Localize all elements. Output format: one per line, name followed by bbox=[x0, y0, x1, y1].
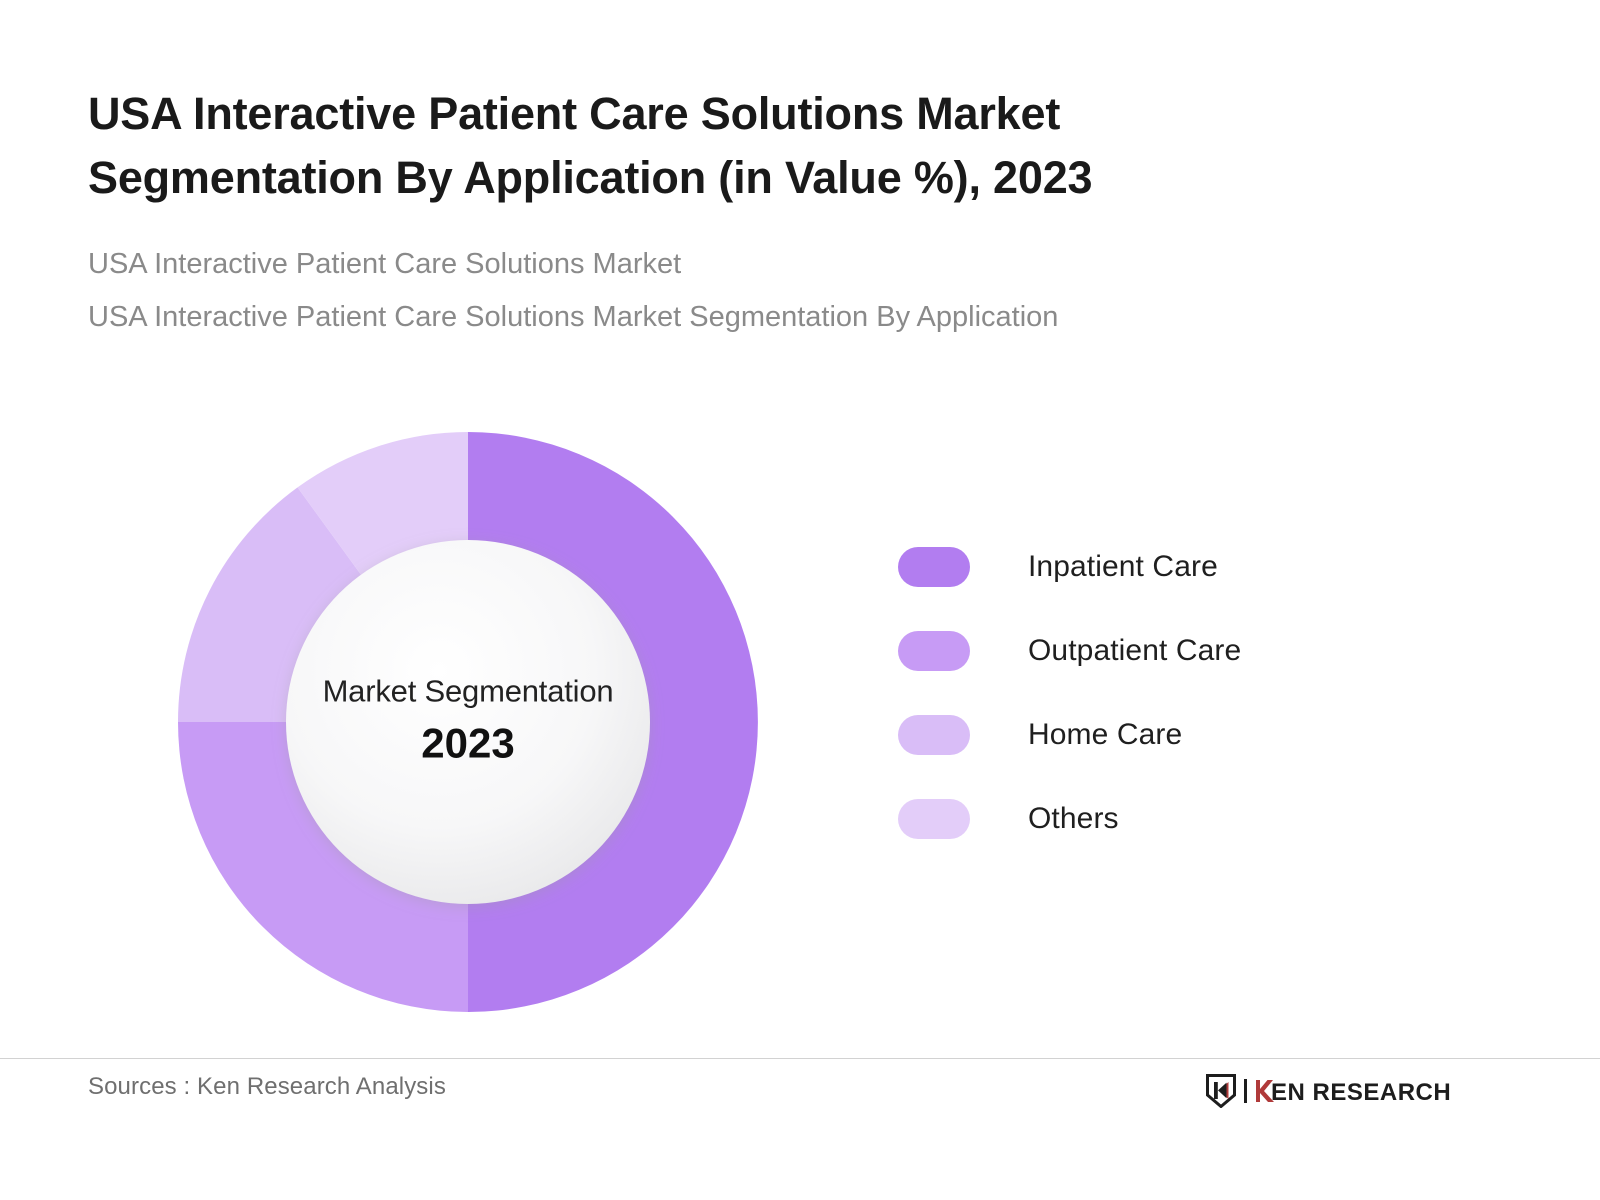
legend-swatch bbox=[898, 715, 970, 755]
ken-shield-k-icon bbox=[1206, 1074, 1236, 1108]
legend-swatch bbox=[898, 547, 970, 587]
source-note: Sources : Ken Research Analysis bbox=[88, 1073, 446, 1100]
brand-separator bbox=[1244, 1079, 1247, 1103]
legend-item-label: Outpatient Care bbox=[1028, 634, 1242, 667]
legend-swatch bbox=[898, 799, 970, 839]
brand-name-text: EN RESEARCH bbox=[1271, 1079, 1451, 1106]
legend-item[interactable]: Inpatient Care bbox=[898, 525, 1418, 609]
chart-header: USA Interactive Patient Care Solutions M… bbox=[88, 82, 1348, 341]
chart-legend: Inpatient Care Outpatient Care Home Care Ot… bbox=[898, 525, 1418, 861]
brand-wordmark: EN RESEARCH bbox=[1256, 1079, 1451, 1106]
footer-divider bbox=[0, 1058, 1600, 1059]
legend-item-label: Home Care bbox=[1028, 718, 1183, 751]
page-title: USA Interactive Patient Care Solutions M… bbox=[88, 88, 1093, 203]
legend-item-label: Others bbox=[1028, 802, 1119, 835]
legend-item[interactable]: Home Care bbox=[898, 693, 1418, 777]
donut-svg bbox=[178, 432, 758, 1012]
legend-item[interactable]: Others bbox=[898, 777, 1418, 861]
chart-subtitle-primary: USA Interactive Patient Care Solutions M… bbox=[88, 247, 682, 280]
legend-item[interactable]: Outpatient Care bbox=[898, 609, 1418, 693]
donut-chart-area: Market Segmentation 2023 bbox=[0, 400, 860, 1030]
legend-item-label: Inpatient Care bbox=[1028, 550, 1218, 583]
brand-logo: EN RESEARCH bbox=[1206, 1072, 1504, 1110]
donut-chart: Market Segmentation 2023 bbox=[175, 429, 761, 1015]
donut-center-hole bbox=[286, 540, 650, 904]
chart-subtitle-secondary: USA Interactive Patient Care Solutions M… bbox=[88, 301, 1059, 334]
legend-swatch bbox=[898, 631, 970, 671]
